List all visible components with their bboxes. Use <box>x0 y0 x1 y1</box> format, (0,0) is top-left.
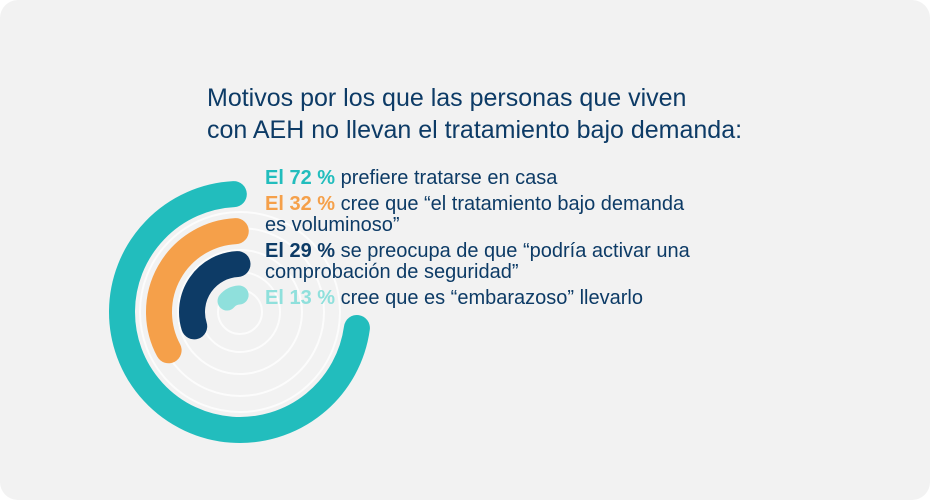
radial-bar-13 <box>217 285 249 311</box>
legend-item-percent: El 72 % <box>265 167 336 189</box>
legend-item-text: se preocupa de que “podría activar una <box>340 240 690 262</box>
legend-item-text: cree que es “embarazoso” llevarlo <box>340 287 643 309</box>
radial-bar-72 <box>109 181 370 443</box>
chart-title-line-2: con AEH no llevan el tratamiento bajo de… <box>207 116 743 144</box>
radial-bar-32 <box>146 218 249 364</box>
legend-item-text-continued: es voluminoso” <box>265 214 400 236</box>
guide-ring <box>177 249 303 375</box>
chart-title-line-1: Motivos por los que las personas que viv… <box>207 84 687 112</box>
legend-item-percent: El 32 % <box>265 193 336 215</box>
guide-ring <box>139 211 341 413</box>
legend-item-72: El 72 % prefiere tratarse en casa <box>265 168 885 189</box>
radial-bar-29 <box>179 251 251 340</box>
legend-item-percent: El 29 % <box>265 240 336 262</box>
legend-item-percent: El 13 % <box>265 287 336 309</box>
legend-item-32: El 32 % cree que “el tratamiento bajo de… <box>265 194 885 236</box>
legend: El 72 % prefiere tratarse en casa El 32 … <box>265 168 885 314</box>
radial-bars <box>109 181 370 443</box>
legend-item-text: prefiere tratarse en casa <box>340 167 558 189</box>
legend-item-text: cree que “el tratamiento bajo demanda <box>340 193 685 215</box>
legend-item-29: El 29 % se preocupa de que “podría activ… <box>265 241 885 283</box>
legend-item-13: El 13 % cree que es “embarazoso” llevarl… <box>265 288 885 309</box>
legend-item-text-continued: comprobación de seguridad” <box>265 261 519 283</box>
chart-title: Motivos por los que las personas que viv… <box>207 82 887 146</box>
